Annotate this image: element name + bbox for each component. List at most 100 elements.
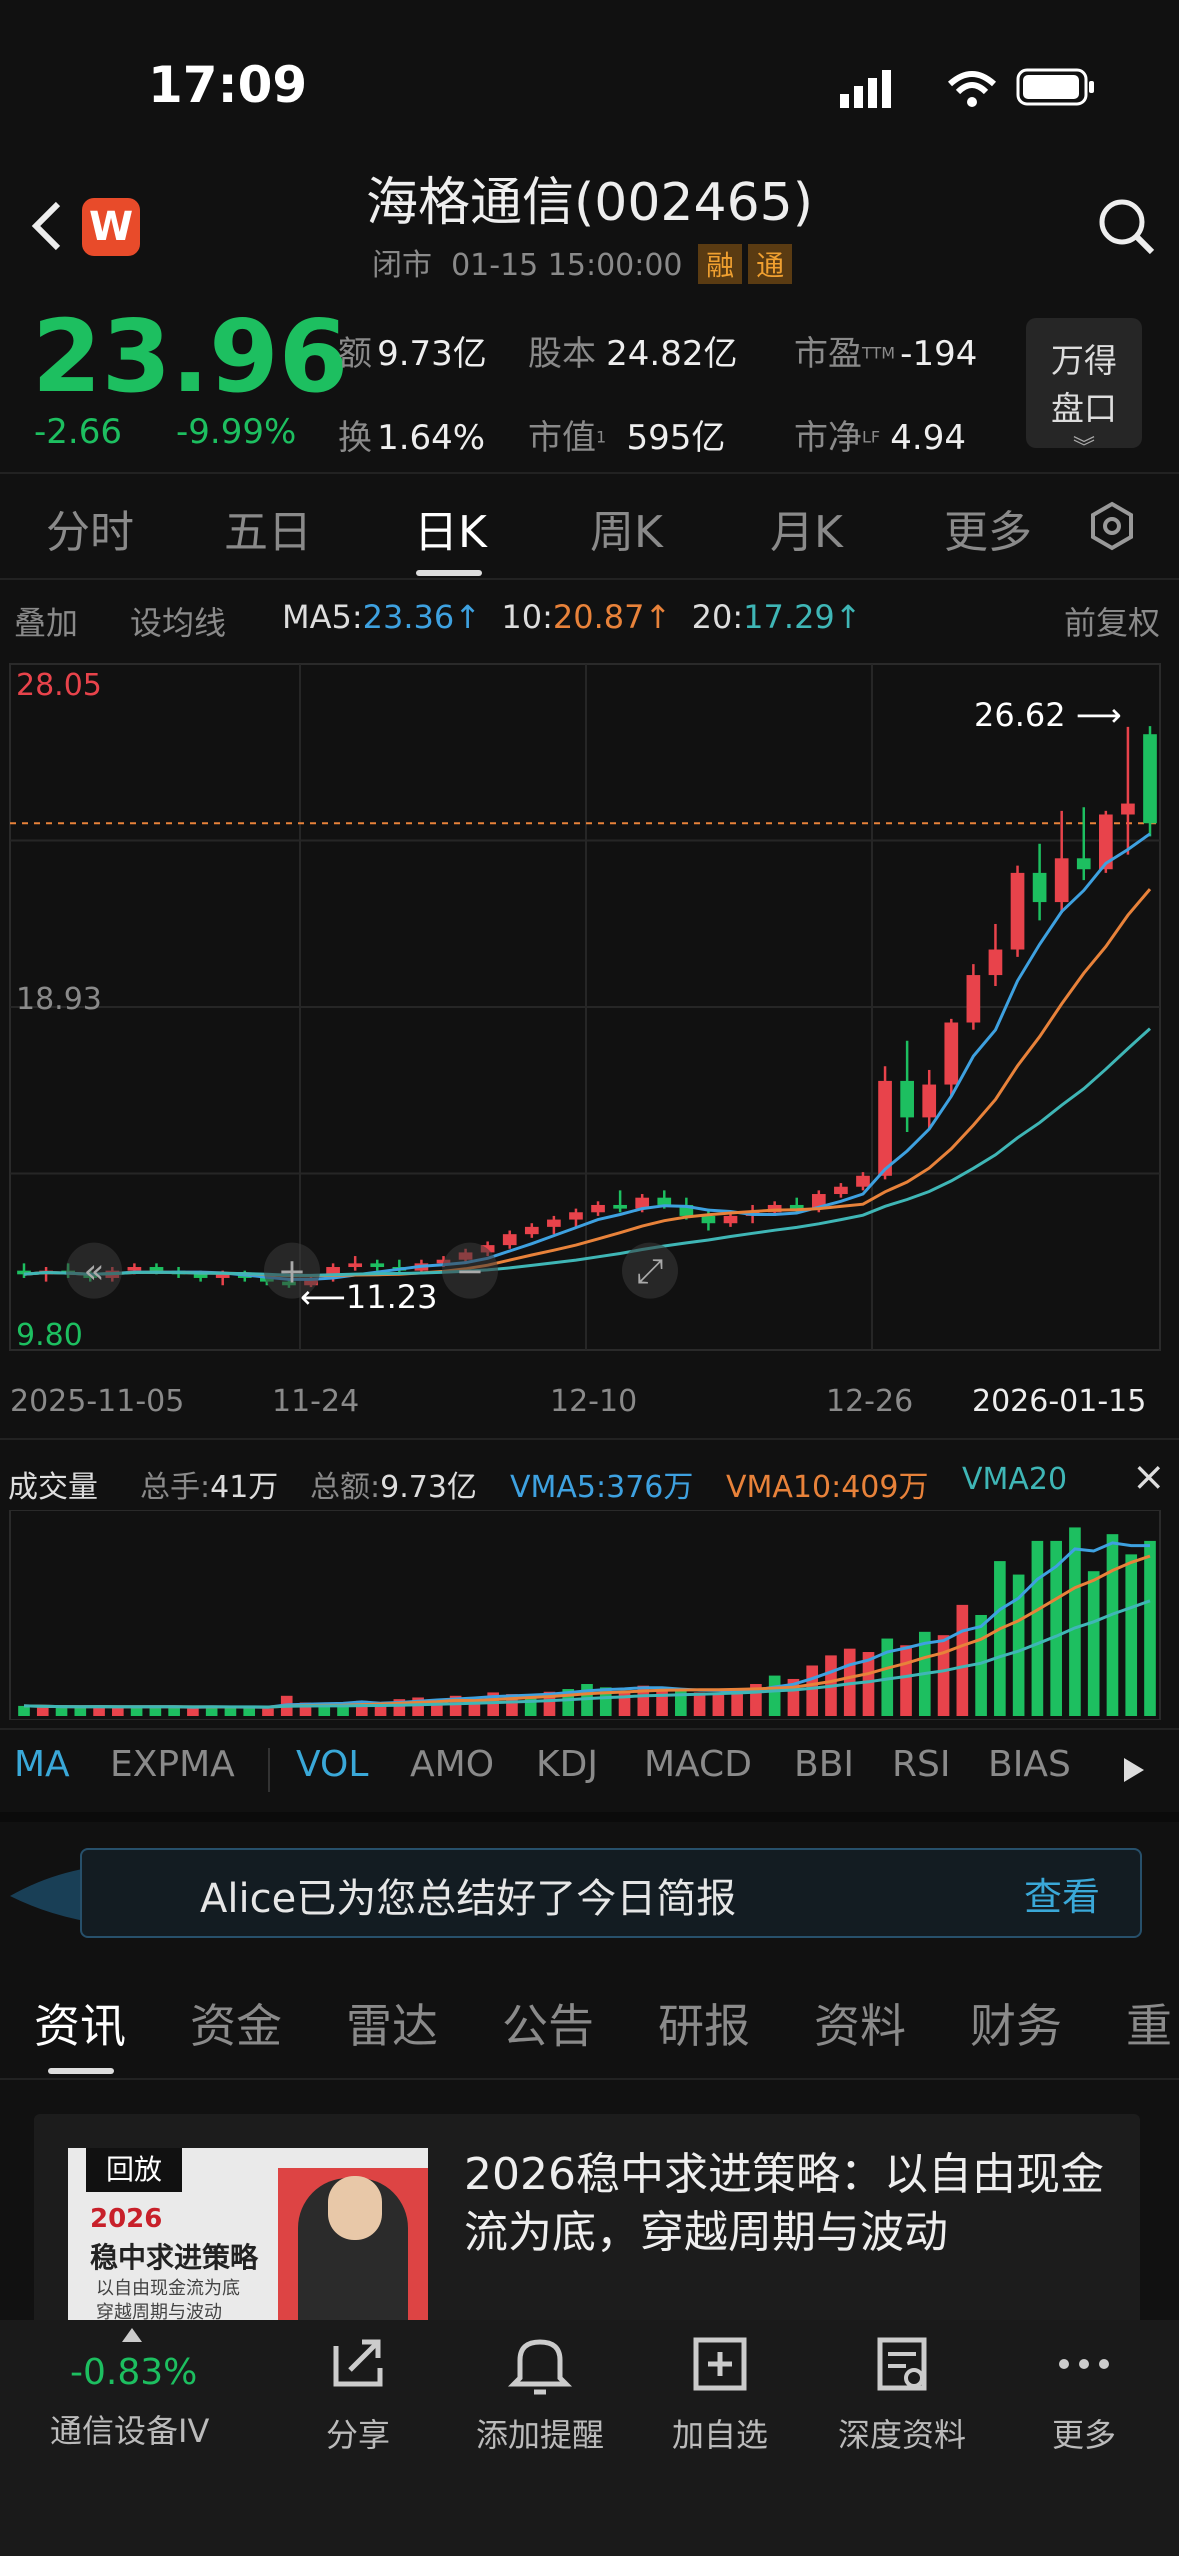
sector-name[interactable]: 通信设备IV [50,2412,210,2450]
candle-body [1032,872,1047,903]
news-tab-research[interactable]: 研报 [658,1999,750,2053]
tab-monthly-k[interactable]: 月K [770,507,843,558]
stat-label: 股本 [528,334,596,374]
candle-body [679,1204,694,1216]
close-volume-icon[interactable]: × [1132,1454,1166,1500]
indicator-tab-rsi[interactable]: RSI [892,1744,951,1785]
last-price: 23.96 [32,298,349,415]
set-ma-button[interactable]: 设均线 [130,604,227,642]
volume-bar [130,1706,143,1716]
bell-icon[interactable] [460,2330,620,2400]
add-alert-button[interactable]: 添加提醒 [475,2416,604,2454]
active-tab-indicator [416,570,482,576]
price-change: -2.66 [34,412,122,452]
candle-body [878,1080,892,1176]
news-headline[interactable]: 2026稳中求进策略：以自由现金流为底，穿越周期与波动 [464,2149,1104,2258]
zoom-in-icon-glyph[interactable]: + [278,1252,307,1292]
expand-icon-glyph[interactable]: ⤢ [636,1252,663,1292]
candle-body [215,1274,230,1278]
indicator-tab-kdj[interactable]: KDJ [536,1744,598,1785]
volume-bar [168,1707,180,1716]
candle-body [900,1080,914,1118]
vma5-label: VMA5: [510,1470,607,1505]
indicator-tab-vol[interactable]: VOL [296,1744,369,1785]
ma5-label: MA5: [282,598,363,636]
tab-daily-k[interactable]: 日K [414,507,487,558]
share-icon[interactable] [278,2330,438,2400]
tab-five-day[interactable]: 五日 [224,507,312,558]
candle-body [944,1022,959,1085]
alice-briefing-banner[interactable] [80,1848,1142,1938]
market-status: 闭市 [372,248,432,283]
indicator-tab-amo[interactable]: AMO [410,1744,495,1785]
market-status-line: 闭市 01-15 15:00:00 融通 [372,240,793,284]
news-tab-radar[interactable]: 雷达 [346,1999,438,2053]
overlay-button[interactable]: 叠加 [14,604,79,642]
volume-bar [637,1685,650,1716]
settings-icon[interactable] [1086,500,1138,552]
bottom-action-bar [0,2320,1179,2556]
deep-report-button[interactable]: 深度资料 [837,2416,966,2454]
volume-bar [693,1692,706,1716]
indicator-tab-bias[interactable]: BIAS [988,1744,1071,1785]
candle-body [966,975,981,1023]
candle-body [480,1245,495,1253]
indicator-tab-macd[interactable]: MACD [644,1744,752,1785]
candle-body [834,1186,848,1195]
news-tab-financials[interactable]: 财务 [970,1999,1062,2053]
candle-body [591,1204,605,1213]
volume-total-amount-label: 总额: [310,1470,381,1505]
more-button[interactable]: 更多 [1051,2416,1116,2454]
candlestick-chart[interactable]: « + − ⤢ [0,650,1179,1440]
tab-intraday[interactable]: 分时 [46,507,134,558]
volume-bar [1144,1540,1156,1716]
indicator-tab-bbi[interactable]: BBI [794,1744,855,1785]
stat-label: 市净 [794,418,862,458]
divider [0,1438,1179,1440]
deep-report-icon[interactable] [822,2330,982,2400]
news-tab-more[interactable]: 重 [1126,1999,1172,2053]
vma5: VMA5:376万 [510,1462,693,1506]
news-tab-info[interactable]: 资讯 [34,1999,126,2053]
volume-bar [994,1561,1006,1716]
play-more-icon[interactable] [1120,1754,1148,1786]
volume-chart [9,1510,1161,1720]
indicator-tab-expma[interactable]: EXPMA [110,1744,235,1785]
view-briefing-button[interactable]: 查看 [1024,1875,1101,1919]
volume-bar [355,1700,368,1716]
ma-values: MA5:23.36↑ 10:20.87↑ 20:17.29↑ [282,598,862,636]
news-tab-funds[interactable]: 资金 [190,1999,282,2053]
wind-orderbook-button[interactable]: 万得 盘口 ︾ [1026,318,1142,461]
news-tab-profile[interactable]: 资料 [814,1999,906,2053]
more-icon[interactable] [1004,2330,1164,2400]
zoom-out-icon-glyph[interactable]: − [456,1252,485,1292]
volume-frame [9,1510,1161,1720]
high-annotation: 26.62 ⟶ [974,696,1122,734]
stat-label: 换 [338,418,372,458]
volume-bar [431,1699,443,1716]
volume-bar [374,1702,387,1716]
nav-back-icon-glyph[interactable]: « [84,1252,105,1292]
volume-bar [393,1699,406,1716]
news-tab-announcement[interactable]: 公告 [502,1999,594,2053]
high-value: 26.62 [974,696,1066,734]
adjust-mode[interactable]: 前复权 [1064,604,1161,642]
vma20-line [23,1599,1151,1709]
tab-more[interactable]: 更多 [944,507,1032,558]
y-label-mid: 18.93 [16,982,102,1017]
volume-bar [862,1652,875,1716]
volume-bar [262,1708,274,1716]
back-icon[interactable] [26,198,66,254]
tab-weekly-k[interactable]: 周K [590,507,663,558]
search-icon[interactable] [1096,196,1158,258]
candle-body [370,1263,385,1268]
add-watchlist-button[interactable]: 加自选 [671,2416,768,2454]
volume-bar [449,1695,462,1716]
ma10-value: 20.87 [552,598,645,636]
share-button[interactable]: 分享 [325,2416,390,2454]
sector-change: -0.83% [70,2352,198,2393]
volume-bar [750,1684,762,1716]
add-watchlist-icon[interactable] [640,2330,800,2400]
volume-bar [243,1707,256,1716]
indicator-tab-ma[interactable]: MA [14,1744,70,1785]
